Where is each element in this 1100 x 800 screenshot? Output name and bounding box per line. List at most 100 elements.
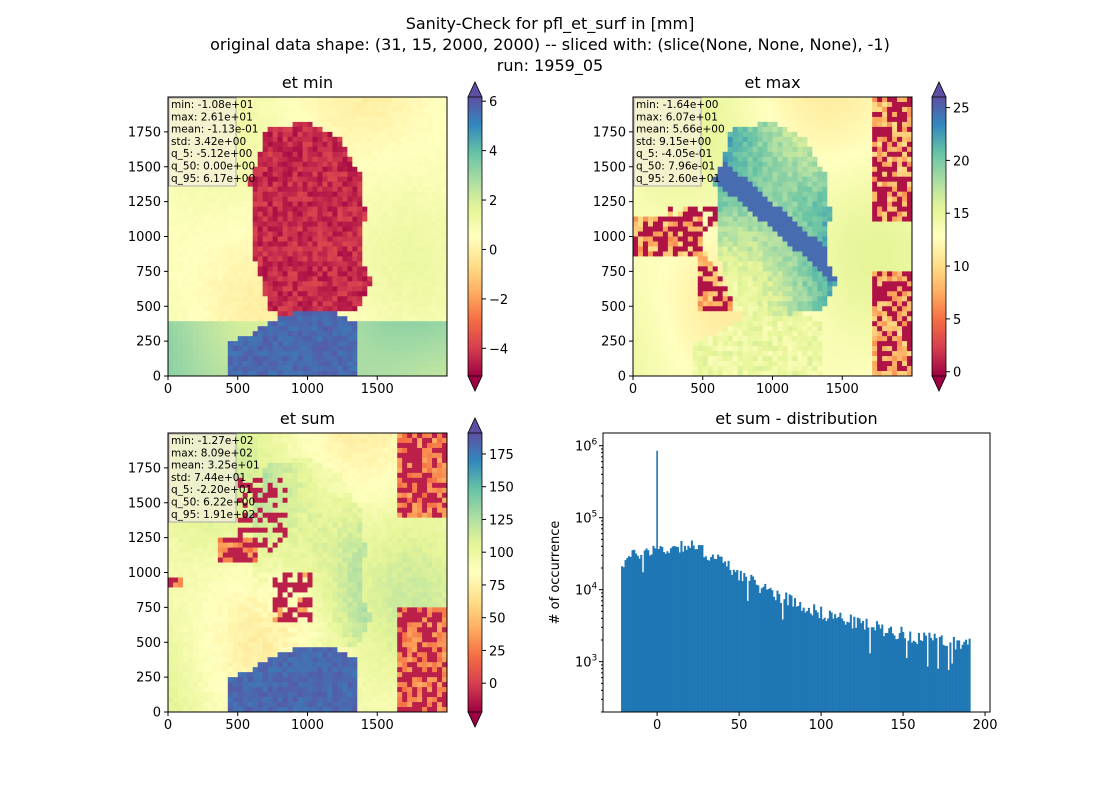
heatmap-cell [312,326,318,332]
heatmap-cell [282,296,288,302]
heatmap-cell [427,341,433,347]
heatmap-cell [772,176,778,183]
heatmap-cell [332,296,338,302]
heatmap-cell [347,226,353,232]
heatmap-cell [317,311,323,317]
heatmap-cell [207,306,214,312]
heatmap-cell [227,356,234,362]
heatmap-cell [417,311,423,317]
heatmap-cell [817,111,823,118]
heatmap-cell [187,201,194,208]
heatmap-cell [322,236,328,242]
heatmap-cell [772,211,778,217]
heatmap-cell [647,236,654,242]
heatmap-cell [837,166,843,173]
heatmap-cell [247,146,254,153]
heatmap-cell [302,176,308,183]
heatmap-cell [842,131,848,138]
heatmap-cell [382,291,388,297]
heatmap-cell [262,271,269,277]
heatmap-cell [422,251,428,257]
heatmap-cell [312,171,318,178]
heatmap-cell [337,156,343,163]
heatmap-cell [742,206,748,212]
heatmap-cell [232,256,239,262]
heatmap-cell [347,101,353,108]
heatmap-cell [252,191,259,198]
heatmap-cell [907,146,913,153]
heatmap-cell [187,286,194,292]
heatmap-cell [772,101,778,108]
heatmap-cell [812,176,818,183]
heatmap-cell [342,271,348,277]
heatmap-cell [332,216,338,222]
heatmap-cell [702,156,709,163]
heatmap-cell [887,201,893,208]
heatmap-cell [272,126,279,133]
heatmap-cell [267,106,274,113]
heatmap-cell [817,166,823,173]
heatmap-cell [382,271,388,277]
heatmap-cell [342,311,348,317]
heatmap-cell [312,161,318,168]
heatmap-cell [887,121,893,128]
heatmap-cell [757,176,763,183]
heatmap-cell [197,311,204,317]
heatmap-cell [342,176,348,183]
heatmap-cell [242,331,249,337]
heatmap-cell [867,116,873,123]
heatmap-cell [342,256,348,262]
heatmap-cell [337,321,343,327]
heatmap-cell [727,206,734,212]
heatmap-cell [347,351,353,357]
heatmap-cell [392,106,398,113]
heatmap-cell [172,201,179,208]
heatmap-cell [402,366,408,372]
heatmap-cell [642,226,649,232]
heatmap-cell [822,231,828,237]
heatmap-cell [852,146,858,153]
heatmap-cell [352,211,358,217]
heatmap-cell [717,251,724,257]
heatmap-cell [302,161,308,168]
heatmap-cell [782,101,788,108]
heatmap-cell [782,206,788,212]
heatmap-cell [802,141,808,148]
heatmap-cell [772,126,778,133]
heatmap-cell [307,331,313,337]
heatmap-cell [312,276,318,282]
heatmap-cell [352,286,358,292]
heatmap-cell [742,161,748,168]
heatmap-cell [822,141,828,148]
heatmap-cell [367,136,373,143]
heatmap-cell [782,196,788,203]
heatmap-cell [367,171,373,178]
heatmap-cell [172,306,179,312]
heatmap-cell [717,126,724,133]
heatmap-cell [767,131,773,138]
heatmap-cell [417,171,423,178]
heatmap-cell [682,206,689,212]
heatmap-cell [312,251,318,257]
heatmap-cell [302,271,308,277]
heatmap-cell [277,276,283,282]
heatmap-cell [277,171,283,178]
heatmap-cell [432,316,438,322]
heatmap-cell [417,336,423,342]
heatmap-cell [272,106,279,113]
heatmap-cell [837,101,843,108]
heatmap-cell [437,226,443,232]
heatmap-cell [877,176,883,183]
heatmap-cell [412,146,418,153]
heatmap-cell [387,196,393,203]
heatmap-cell [867,131,873,138]
heatmap-cell [847,146,853,153]
heatmap-cell [292,106,298,113]
heatmap-cell [197,306,204,312]
heatmap-cell [842,126,848,133]
heatmap-cell [427,356,433,362]
heatmap-cell [397,111,403,118]
heatmap-cell [757,151,763,158]
heatmap-cell [797,246,803,252]
heatmap-cell [197,316,204,322]
